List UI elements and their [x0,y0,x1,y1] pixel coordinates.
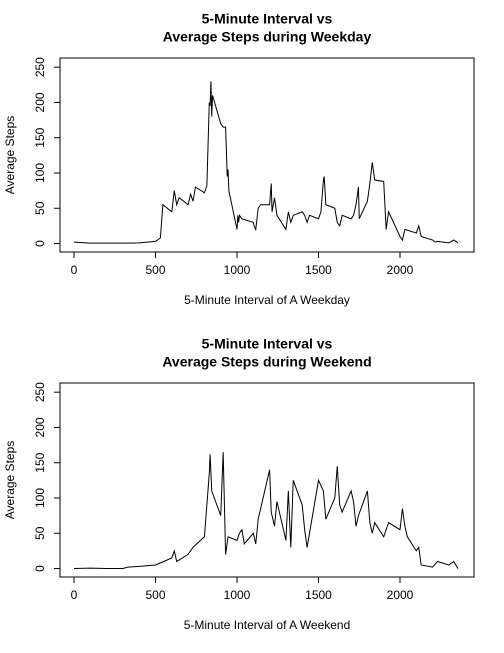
y-tick-label: 100 [33,163,47,183]
y-tick-label: 50 [33,526,47,540]
plot-frame [59,382,475,578]
y-axis-label: Average Steps [3,116,17,195]
chart-title: 5-Minute Interval vs [202,11,333,27]
y-tick-label: 0 [33,565,47,572]
x-tick-label: 1500 [305,263,332,277]
x-tick-label: 1000 [224,263,251,277]
chart-title: 5-Minute Interval vs [202,336,333,352]
x-tick-label: 500 [145,588,165,602]
data-line [73,81,459,244]
x-axis-label: 5-Minute Interval of A Weekend [184,618,351,632]
x-tick-label: 1000 [224,588,251,602]
x-tick-label: 0 [71,263,78,277]
y-tick-label: 200 [33,417,47,437]
y-tick-label: 100 [33,488,47,508]
plot-frame [59,57,475,253]
y-tick-label: 50 [33,201,47,215]
chart-title: Average Steps during Weekend [162,354,371,370]
data-line [74,452,459,570]
y-tick-label: 150 [33,452,47,472]
y-tick-label: 150 [33,127,47,147]
x-tick-label: 1500 [305,588,332,602]
x-tick-label: 2000 [387,263,414,277]
x-tick-label: 0 [71,588,78,602]
chart-title: Average Steps during Weekday [163,29,372,45]
x-tick-label: 2000 [387,588,414,602]
x-tick-label: 500 [145,263,165,277]
y-tick-label: 0 [33,240,47,247]
y-axis-label: Average Steps [3,441,17,520]
y-tick-label: 250 [33,382,47,402]
y-tick-label: 250 [33,57,47,77]
y-tick-label: 200 [33,92,47,112]
x-axis-label: 5-Minute Interval of A Weekday [184,293,350,307]
